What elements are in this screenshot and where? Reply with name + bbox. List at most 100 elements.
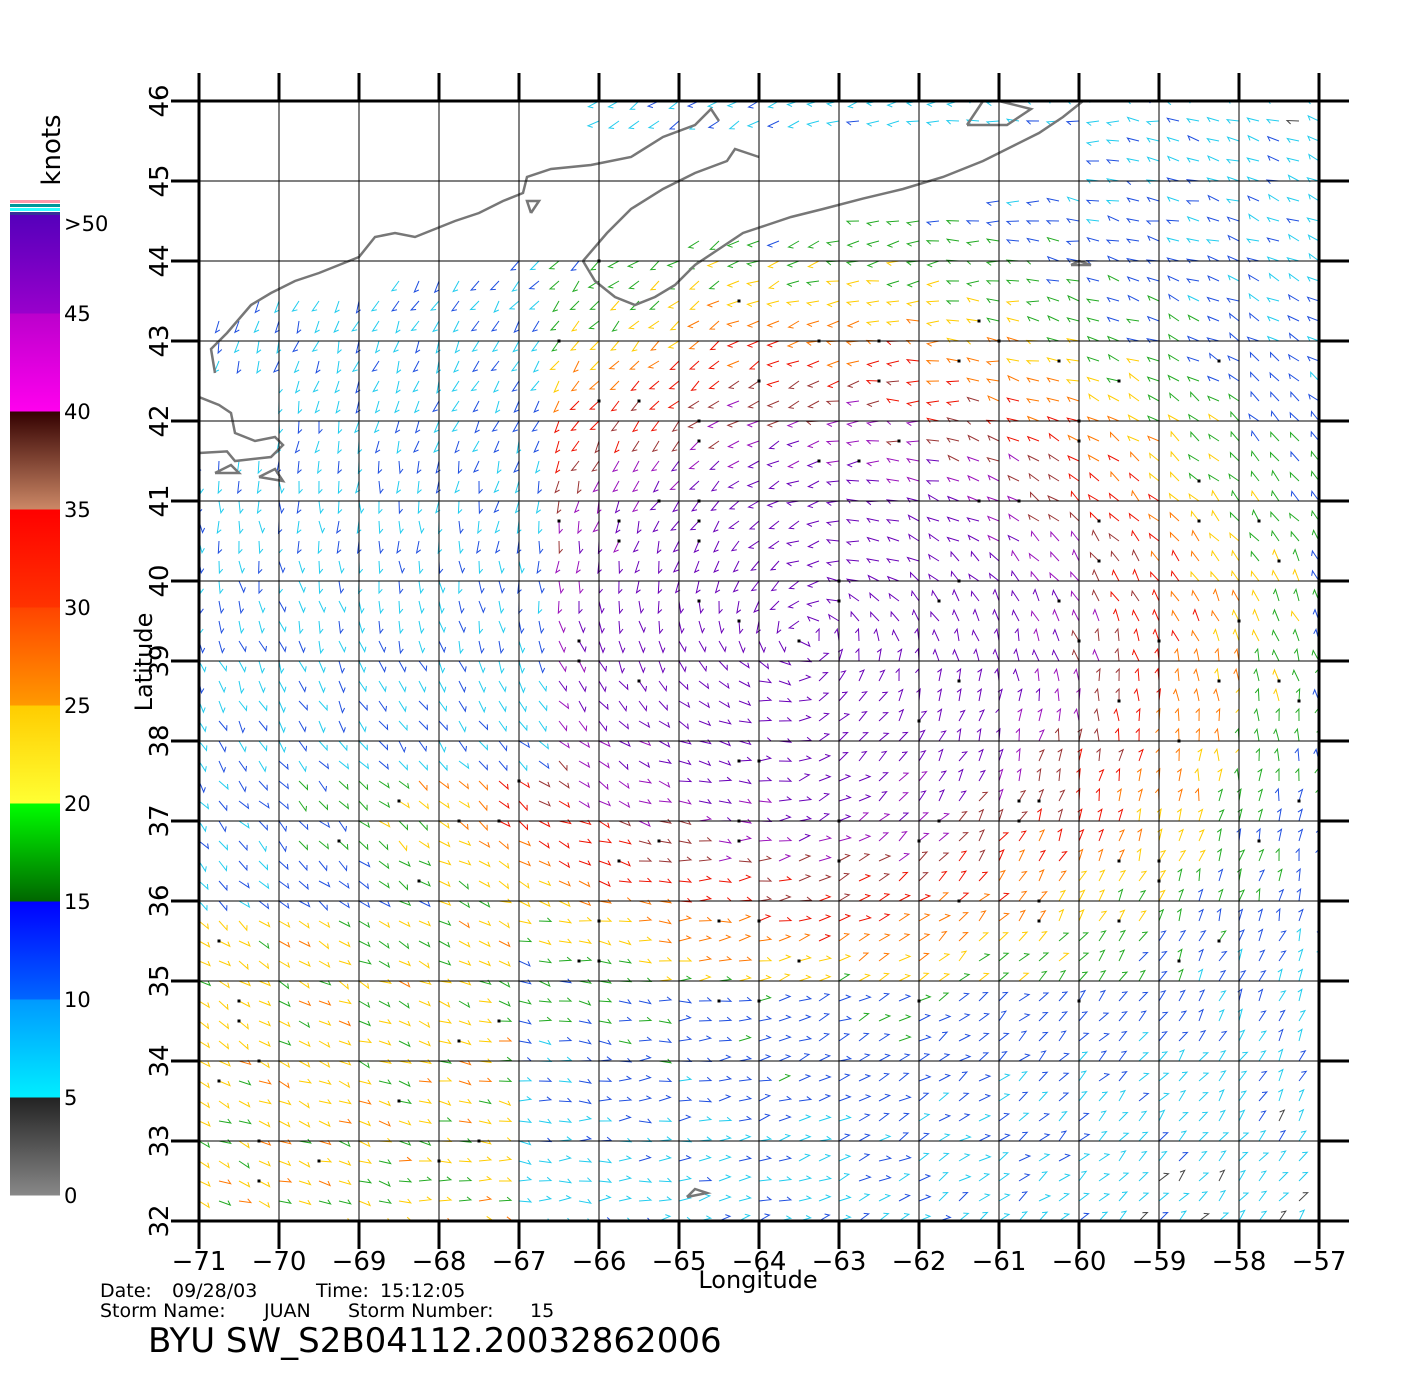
wind-vector xyxy=(845,220,860,225)
wind-vector xyxy=(1178,1210,1188,1221)
wind-vector xyxy=(878,913,891,922)
wind-vector xyxy=(338,680,346,694)
wind-vector xyxy=(978,1133,992,1142)
colorbar-band xyxy=(10,901,60,1000)
wind-vector xyxy=(672,500,680,513)
wind-vector xyxy=(1211,549,1220,562)
wind-vector xyxy=(778,876,793,882)
wind-vector xyxy=(409,300,420,311)
wind-vector xyxy=(338,1179,352,1186)
wind-vector xyxy=(358,1178,373,1184)
wind-vector xyxy=(1018,1173,1031,1182)
wind-vector xyxy=(798,714,812,722)
wind-vector xyxy=(798,1175,813,1182)
wind-vector xyxy=(958,1174,972,1182)
rain-flag xyxy=(817,459,821,463)
wind-vector xyxy=(218,740,227,753)
wind-vector xyxy=(865,300,880,307)
wind-vector xyxy=(1118,1030,1128,1042)
wind-vector xyxy=(1158,950,1168,962)
wind-vector xyxy=(878,691,889,702)
wind-vector xyxy=(1118,929,1127,942)
wind-vector xyxy=(845,360,860,367)
wind-vector xyxy=(458,1000,471,1009)
wind-vector xyxy=(458,880,469,890)
wind-vector xyxy=(1078,889,1086,902)
wind-vector xyxy=(678,915,693,922)
wind-vector xyxy=(766,240,780,248)
wind-vector xyxy=(778,1054,792,1062)
wind-vector xyxy=(858,893,872,902)
wind-vector xyxy=(1114,647,1120,662)
colorbar-top-stripes xyxy=(10,200,60,215)
wind-vector xyxy=(538,900,551,908)
wind-vector xyxy=(1298,1070,1308,1082)
wind-vector xyxy=(518,919,532,925)
wind-vector xyxy=(297,400,303,415)
wind-vector xyxy=(378,1100,392,1107)
wind-vector xyxy=(1089,551,1100,562)
wind-vector xyxy=(636,520,642,535)
wind-vector xyxy=(418,620,425,635)
wind-vector xyxy=(786,280,800,287)
longitude-tick-label: −69 xyxy=(332,1247,387,1277)
wind-vector xyxy=(1107,394,1120,402)
storm-name-label: Storm Name: xyxy=(100,1300,226,1322)
wind-vector xyxy=(858,1074,872,1082)
wind-vector xyxy=(978,1074,992,1082)
wind-vector xyxy=(418,660,428,672)
wind-vector xyxy=(218,900,228,912)
wind-vector xyxy=(758,914,772,922)
wind-vector xyxy=(294,440,301,454)
wind-vector xyxy=(911,589,920,602)
wind-vector xyxy=(950,570,960,582)
wind-vector xyxy=(1278,1068,1284,1082)
wind-vector xyxy=(678,878,693,883)
wind-vector xyxy=(726,260,740,269)
wind-vector xyxy=(199,820,207,833)
wind-vector xyxy=(615,520,621,534)
wind-vector xyxy=(1207,155,1220,162)
wind-vector xyxy=(758,737,773,742)
wind-vector xyxy=(558,640,567,654)
wind-vector xyxy=(578,740,591,749)
latitude-tick-label: 35 xyxy=(145,964,175,997)
wind-vector xyxy=(678,1035,693,1042)
wind-vector xyxy=(1013,647,1020,662)
wind-vector xyxy=(845,260,860,266)
wind-vector xyxy=(1089,511,1100,522)
wind-vector xyxy=(785,500,800,507)
wind-vector xyxy=(785,300,800,306)
wind-vector xyxy=(1205,239,1220,244)
wind-vector xyxy=(807,260,820,269)
wind-vector xyxy=(258,960,270,970)
wind-vector xyxy=(553,380,560,393)
wind-vector xyxy=(1185,200,1200,205)
wind-vector xyxy=(918,894,932,902)
wind-vector xyxy=(638,936,653,942)
wind-vector xyxy=(838,913,852,922)
wind-vector xyxy=(958,932,969,942)
wind-vector xyxy=(1258,1091,1269,1102)
wind-vector xyxy=(378,940,390,950)
wind-vector xyxy=(1118,1071,1128,1082)
wind-vector xyxy=(1226,297,1240,303)
wind-vector xyxy=(314,320,320,334)
wind-vector xyxy=(1006,495,1020,502)
wind-vector xyxy=(914,627,920,642)
wind-vector xyxy=(278,1060,291,1069)
wind-vector xyxy=(518,1197,533,1203)
wind-vector xyxy=(866,240,880,247)
latitude-tick-label: 34 xyxy=(145,1044,175,1077)
wind-vector xyxy=(838,835,852,842)
longitude-tick-label: −64 xyxy=(732,1247,787,1277)
wind-vector xyxy=(946,337,960,343)
wind-vector xyxy=(718,1094,732,1102)
wind-vector xyxy=(398,740,407,754)
colorbar-label: 25 xyxy=(64,694,91,718)
wind-vector xyxy=(826,360,840,368)
wind-vector xyxy=(769,560,780,571)
wind-vector xyxy=(656,540,662,555)
wind-vector xyxy=(1165,219,1180,225)
wind-vector xyxy=(1266,256,1280,262)
